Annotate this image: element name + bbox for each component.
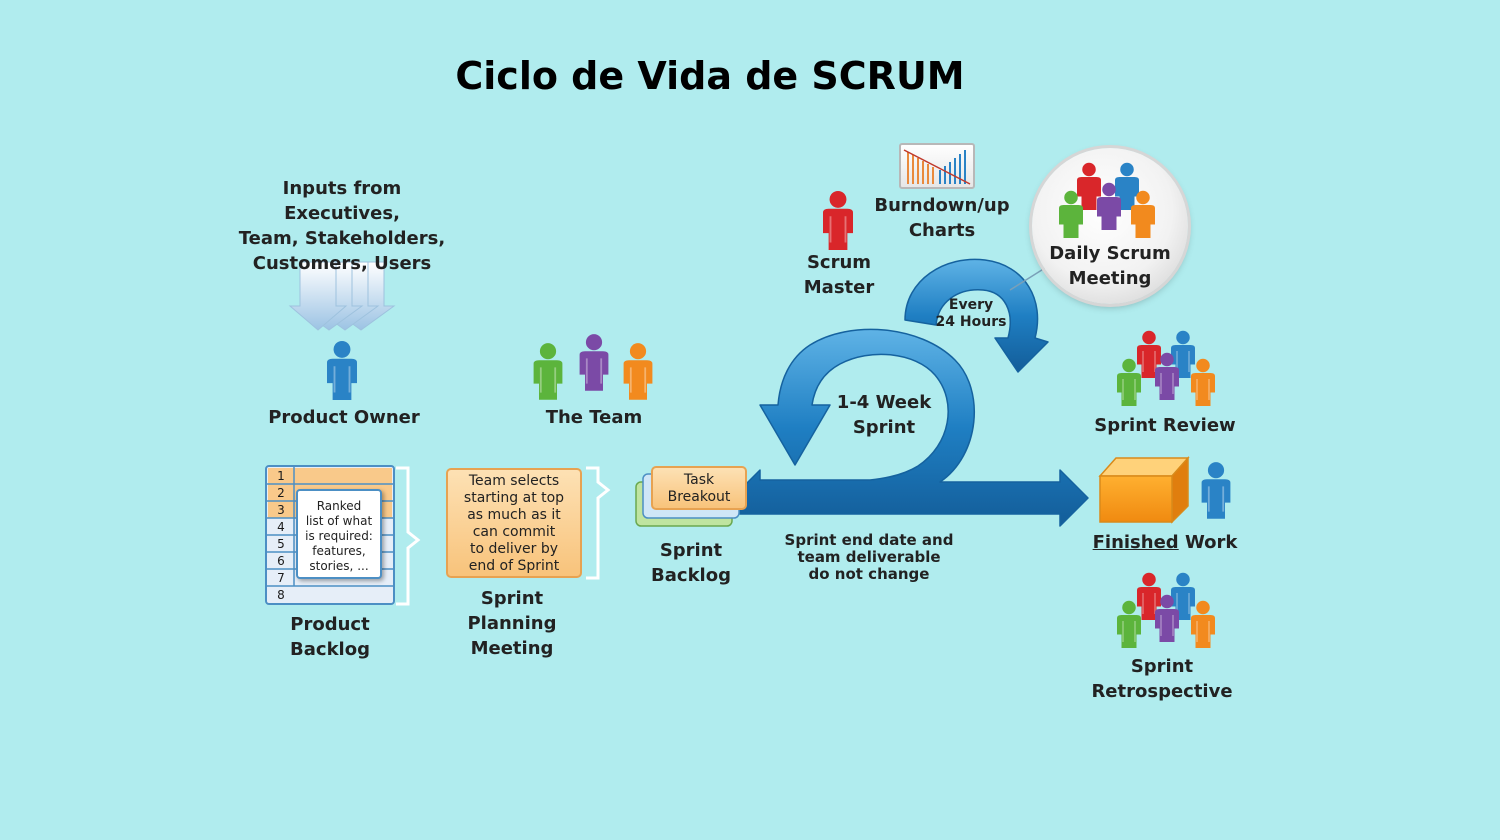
sprint-end-line: Sprint end date and bbox=[784, 531, 954, 549]
product-backlog-line: Backlog bbox=[290, 639, 370, 660]
inputs-line: Team, Stakeholders, bbox=[238, 228, 446, 249]
backlog-brace bbox=[396, 466, 421, 606]
sprint-retro-people-icon bbox=[1116, 572, 1216, 648]
every-24-label: Every 24 Hours bbox=[926, 297, 1016, 331]
inputs-line: Inputs from Executives, bbox=[282, 178, 402, 224]
backlog-row-number: 2 bbox=[277, 486, 285, 500]
daily-scrum-line: Meeting bbox=[1068, 268, 1152, 289]
sprint-retro-label: Sprint Retrospective bbox=[1080, 654, 1244, 704]
daily-connector bbox=[1009, 267, 1046, 291]
task-note-line: Task bbox=[683, 472, 715, 488]
finished-box-icon bbox=[1098, 456, 1190, 524]
sprint-planning-label: Sprint Planning Meeting bbox=[448, 586, 576, 661]
product-owner-label: Product Owner bbox=[268, 407, 420, 428]
backlog-note-line: stories, ... bbox=[309, 559, 369, 573]
sprint-end-label: Sprint end date and team deliverable do … bbox=[774, 532, 964, 583]
burndown-line: Burndown/up bbox=[874, 195, 1010, 216]
burndown-line: Charts bbox=[908, 220, 976, 241]
work-word: Work bbox=[1178, 532, 1238, 553]
sprint-retro-line: Sprint bbox=[1130, 656, 1194, 677]
daily-loop-arrow-icon bbox=[904, 258, 1049, 373]
backlog-row-number: 4 bbox=[277, 520, 285, 534]
backlog-note-line: list of what bbox=[305, 514, 373, 528]
sprint-planning-line: Meeting bbox=[470, 638, 554, 659]
backlog-row-number: 8 bbox=[277, 588, 285, 602]
backlog-note: Ranked list of what is required: feature… bbox=[296, 489, 382, 579]
backlog-note-line: Ranked bbox=[316, 499, 362, 513]
page-title: Ciclo de Vida de SCRUM bbox=[455, 54, 965, 98]
sprint-planning-line: Planning bbox=[467, 613, 557, 634]
sprint-cycle-line: Sprint bbox=[852, 417, 916, 438]
team-people-icon bbox=[532, 333, 654, 400]
scrum-master-person-icon bbox=[822, 190, 854, 250]
product-backlog-label: Product Backlog bbox=[268, 612, 392, 662]
the-team-label: The Team bbox=[545, 407, 643, 428]
task-note-line: Breakout bbox=[667, 489, 731, 505]
backlog-row-numbers: 1 2 3 4 5 6 7 8 bbox=[268, 468, 294, 604]
sprint-retro-line: Retrospective bbox=[1091, 681, 1233, 702]
finished-work-person-icon bbox=[1200, 461, 1232, 520]
planning-note: Team selects starting at top as much as … bbox=[446, 468, 582, 578]
backlog-row-number: 1 bbox=[277, 469, 285, 483]
planning-brace bbox=[586, 466, 611, 580]
sprint-cycle-line: 1-4 Week bbox=[836, 392, 932, 413]
sprint-backlog-line: Sprint bbox=[659, 540, 723, 561]
backlog-row-number: 7 bbox=[277, 571, 285, 585]
planning-note-line: end of Sprint bbox=[468, 558, 560, 574]
backlog-row-number: 5 bbox=[277, 537, 285, 551]
finished-work-label: Finished Work bbox=[1086, 530, 1244, 555]
inputs-line: Customers, Users bbox=[252, 253, 432, 274]
scrum-master-label: Scrum Master bbox=[790, 250, 888, 300]
sprint-review-label: Sprint Review bbox=[1094, 415, 1236, 436]
planning-note-line: to deliver by bbox=[469, 541, 559, 557]
sprint-loop-arrow-icon bbox=[739, 328, 1089, 527]
daily-scrum-label: Daily Scrum Meeting bbox=[1042, 241, 1178, 291]
sprint-end-line: team deliverable bbox=[797, 548, 941, 566]
sprint-backlog-label: Sprint Backlog bbox=[636, 538, 746, 588]
inputs-label: Inputs from Executives, Team, Stakeholde… bbox=[222, 176, 462, 276]
backlog-row-number: 6 bbox=[277, 554, 285, 568]
every-24-line: Every bbox=[948, 297, 994, 313]
finished-word: Finished bbox=[1092, 532, 1179, 553]
planning-note-line: Team selects bbox=[468, 473, 560, 489]
planning-note-line: starting at top bbox=[463, 490, 565, 506]
burndown-chart-icon bbox=[899, 143, 975, 189]
sprint-cycle-label: 1-4 Week Sprint bbox=[826, 390, 942, 440]
task-breakout-note: Task Breakout bbox=[651, 466, 747, 510]
sprint-planning-line: Sprint bbox=[480, 588, 544, 609]
backlog-row-number: 3 bbox=[277, 503, 285, 517]
sprint-end-line: do not change bbox=[808, 565, 930, 583]
burndown-label: Burndown/up Charts bbox=[870, 193, 1014, 243]
every-24-line: 24 Hours bbox=[935, 314, 1007, 330]
inputs-arrows-icon bbox=[288, 261, 396, 331]
sprint-backlog-line: Backlog bbox=[651, 565, 731, 586]
product-backlog-line: Product bbox=[290, 614, 370, 635]
planning-note-line: as much as it bbox=[467, 507, 561, 523]
planning-note-line: can commit bbox=[472, 524, 556, 540]
backlog-note-line: features, bbox=[312, 544, 366, 558]
backlog-note-line: is required: bbox=[305, 529, 373, 543]
scrum-master-line: Scrum bbox=[806, 252, 872, 273]
scrum-master-line: Master bbox=[803, 277, 875, 298]
daily-scrum-line: Daily Scrum bbox=[1049, 243, 1171, 264]
sprint-review-people-icon bbox=[1116, 330, 1216, 406]
product-owner-person-icon bbox=[326, 340, 358, 400]
